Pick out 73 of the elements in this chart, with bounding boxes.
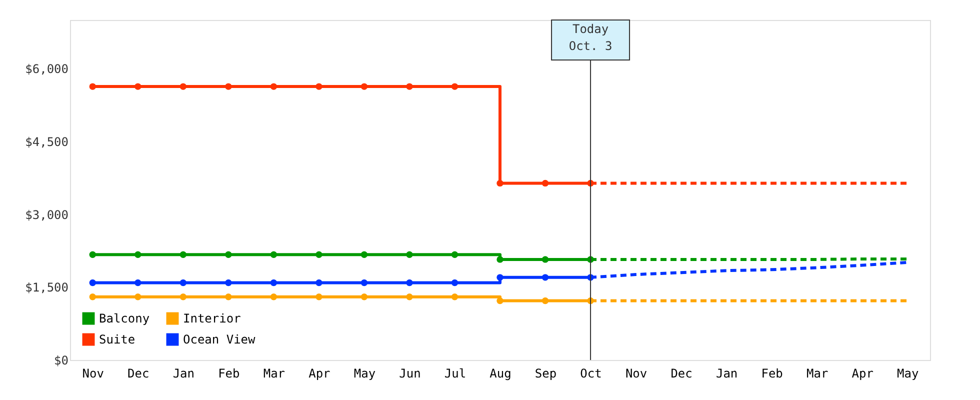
point (270, 83, 278, 90)
point (406, 251, 413, 258)
point (134, 83, 142, 90)
point (406, 294, 413, 300)
point (180, 279, 187, 286)
x-tick-label: Apr (308, 366, 330, 380)
x-tick-label: Mar (263, 366, 286, 380)
x-tick-label: Apr (852, 366, 874, 380)
point (360, 294, 368, 300)
x-tick-label: Jun (399, 366, 421, 380)
point (496, 297, 504, 304)
x-tick-label: Jan (716, 366, 738, 380)
x-tick-label: Dec (670, 366, 692, 380)
point (406, 279, 413, 286)
y-tick-label: $1,500 (25, 280, 68, 295)
point (406, 83, 413, 90)
legend-label: Interior (183, 312, 241, 326)
point (180, 251, 187, 258)
point (180, 294, 187, 300)
x-tick-label: Sep (534, 366, 557, 380)
x-tick-label: Oct (580, 366, 602, 380)
point (270, 279, 278, 286)
x-tick-label: Jan (172, 366, 194, 380)
x-tick-label: May (354, 366, 376, 380)
x-tick-label: Nov (625, 366, 648, 380)
point (225, 294, 232, 300)
point (134, 279, 142, 286)
point (496, 274, 504, 281)
y-tick-label: $6,000 (25, 62, 68, 76)
point (451, 251, 458, 258)
x-tick-label: Nov (82, 366, 104, 380)
point (134, 251, 142, 258)
point (451, 279, 458, 286)
point (542, 297, 549, 304)
y-tick-label: $0 (54, 354, 68, 368)
y-tick-label: $3,000 (25, 208, 68, 222)
point (225, 279, 232, 286)
point (451, 83, 458, 90)
x-tick-label: May (897, 366, 919, 380)
legend-label: Ocean View (183, 332, 256, 346)
point (270, 251, 278, 258)
x-tick-label: Mar (806, 366, 828, 380)
point (360, 279, 368, 286)
point (89, 294, 96, 300)
point (225, 251, 232, 258)
x-tick-label: Feb (218, 366, 240, 380)
point (451, 294, 458, 300)
point (542, 180, 549, 187)
point (316, 279, 322, 286)
x-tick-label: Feb (761, 366, 783, 380)
point (360, 83, 368, 90)
point (89, 83, 96, 90)
point (496, 180, 504, 187)
x-tick-label: Aug (490, 366, 512, 380)
y-tick-label: $4,500 (25, 134, 68, 149)
point (134, 294, 142, 300)
point (316, 83, 322, 90)
point (270, 294, 278, 300)
point (180, 83, 187, 90)
legend-label: Suite (99, 332, 136, 346)
point (360, 251, 368, 258)
ref-line-label: Today Oct. 3 (568, 22, 612, 53)
point (89, 279, 96, 286)
x-tick-label: Dec (128, 366, 150, 380)
point (316, 294, 322, 300)
legend-label: Balcony (99, 312, 150, 326)
point (542, 274, 549, 281)
point (496, 256, 504, 263)
point (542, 256, 549, 263)
point (89, 251, 96, 258)
point (316, 251, 322, 258)
x-tick-label: Jul (444, 366, 466, 380)
point (225, 83, 232, 90)
